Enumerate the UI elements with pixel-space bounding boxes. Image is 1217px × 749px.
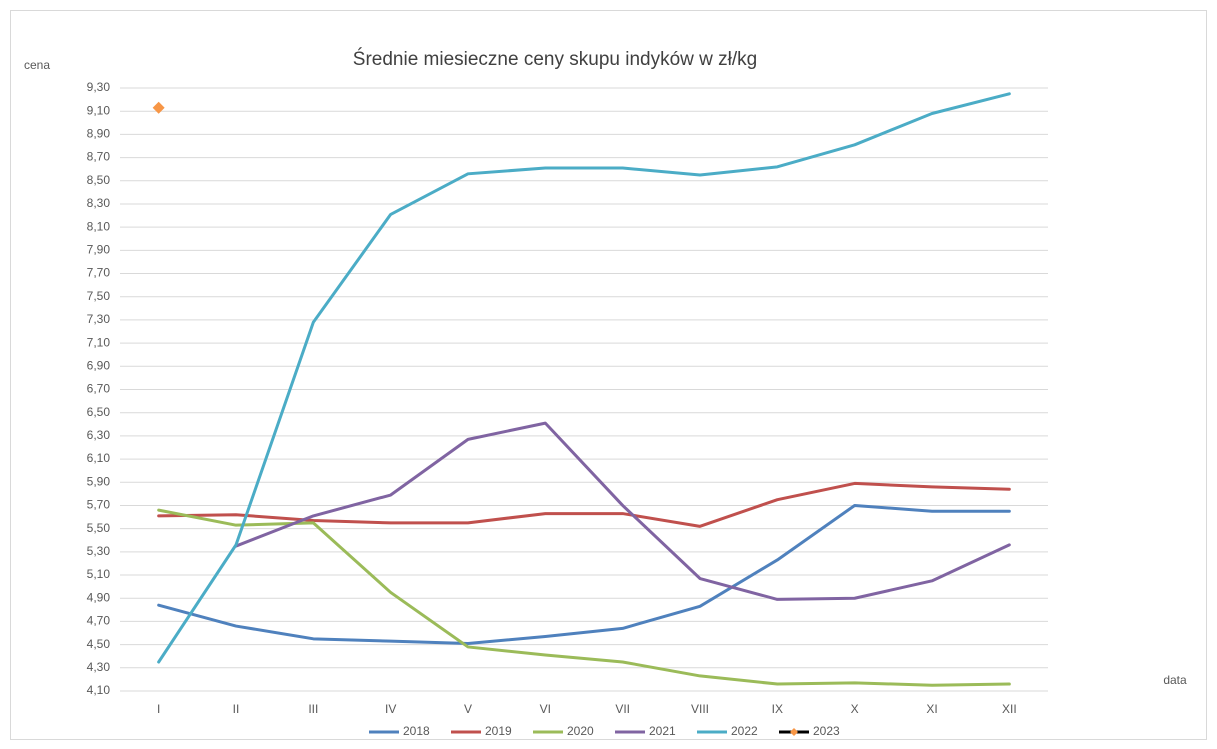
y-tick-label: 7,70 [87, 266, 111, 280]
y-tick-label: 8,90 [87, 127, 111, 141]
x-tick-label: VII [615, 702, 630, 716]
y-tick-label: 5,70 [87, 498, 111, 512]
x-tick-label: X [851, 702, 859, 716]
y-tick-label: 6,90 [87, 358, 111, 372]
series-line [234, 421, 1011, 601]
x-tick-label: XII [1002, 702, 1017, 716]
legend-label: 2023 [813, 724, 840, 738]
y-tick-label: 8,30 [87, 196, 111, 210]
legend-label: 2021 [649, 724, 676, 738]
y-tick-label: 7,90 [87, 243, 111, 257]
y-tick-label: 6,30 [87, 428, 111, 442]
y-tick-label: 5,30 [87, 544, 111, 558]
y-tick-label: 7,30 [87, 312, 111, 326]
y-tick-label: 9,10 [87, 103, 111, 117]
y-tick-label: 6,10 [87, 451, 111, 465]
x-axis-label: data [1163, 673, 1187, 687]
series-line [157, 508, 1011, 687]
legend-label: 2018 [403, 724, 430, 738]
y-axis-label: cena [24, 58, 50, 72]
x-tick-label: II [233, 702, 240, 716]
y-tick-label: 4,50 [87, 637, 111, 651]
y-tick-label: 6,70 [87, 382, 111, 396]
y-tick-label: 4,10 [87, 683, 111, 697]
y-tick-label: 7,10 [87, 335, 111, 349]
y-tick-label: 7,50 [87, 289, 111, 303]
legend-marker [790, 728, 798, 736]
x-tick-label: XI [926, 702, 937, 716]
legend-label: 2019 [485, 724, 512, 738]
y-tick-label: 8,10 [87, 219, 111, 233]
y-tick-label: 5,90 [87, 474, 111, 488]
legend-label: 2020 [567, 724, 594, 738]
legend-label: 2022 [731, 724, 758, 738]
y-tick-label: 5,10 [87, 567, 111, 581]
x-tick-label: III [308, 702, 318, 716]
x-tick-label: V [464, 702, 472, 716]
series-marker [152, 101, 165, 114]
x-tick-label: IX [772, 702, 783, 716]
series-line [157, 92, 1011, 664]
chart-title: Średnie miesieczne ceny skupu indyków w … [353, 48, 757, 70]
x-tick-label: I [157, 702, 160, 716]
series-line [157, 503, 1011, 645]
y-tick-label: 4,90 [87, 590, 111, 604]
x-tick-label: IV [385, 702, 396, 716]
x-tick-label: VIII [691, 702, 709, 716]
y-tick-label: 9,30 [87, 80, 111, 94]
y-tick-label: 4,30 [87, 660, 111, 674]
y-tick-label: 8,50 [87, 173, 111, 187]
y-tick-label: 4,70 [87, 614, 111, 628]
x-tick-label: VI [540, 702, 551, 716]
y-tick-label: 8,70 [87, 150, 111, 164]
y-tick-label: 6,50 [87, 405, 111, 419]
y-tick-label: 5,50 [87, 521, 111, 535]
